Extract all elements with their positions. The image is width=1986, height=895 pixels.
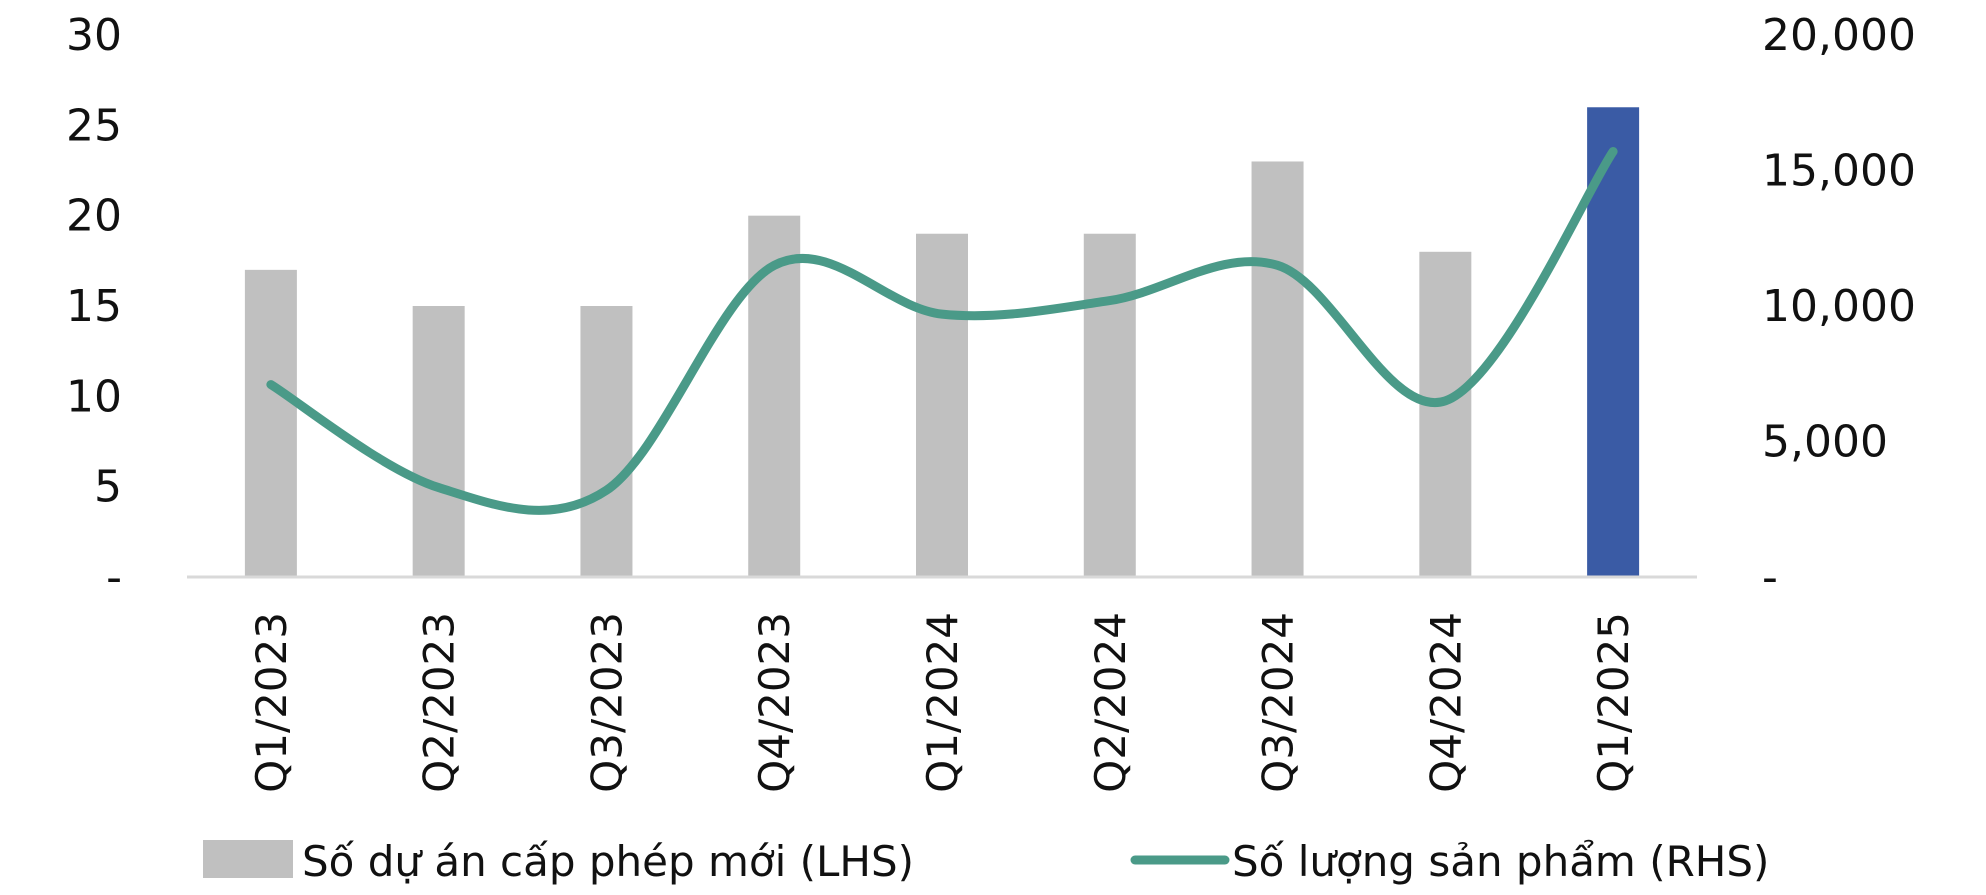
left-tick-label: 30 bbox=[66, 10, 122, 61]
bar-Q4/2024 bbox=[1419, 251, 1472, 578]
category-label: Q2/2023 bbox=[415, 612, 464, 793]
category-label: Q4/2024 bbox=[1421, 612, 1470, 793]
left-tick-label: 20 bbox=[66, 191, 122, 242]
left-tick-label: - bbox=[106, 552, 122, 603]
legend: Số dự án cấp phép mới (LHS) Số lượng sản… bbox=[203, 837, 1769, 886]
legend-swatch-bar bbox=[203, 840, 293, 878]
category-label: Q1/2023 bbox=[247, 612, 296, 793]
line-series bbox=[266, 147, 1618, 515]
left-tick-label: 25 bbox=[66, 100, 122, 151]
bar-Q1/2024 bbox=[916, 233, 968, 577]
left-axis: - 5 10 15 20 25 30 bbox=[66, 10, 122, 603]
category-labels: Q1/2023 Q2/2023 Q3/2023 Q4/2023 Q1/2024 Q2/20… bbox=[247, 612, 1638, 793]
right-tick-label: 20,000 bbox=[1762, 10, 1916, 61]
right-tick-label: 15,000 bbox=[1762, 146, 1916, 197]
bar-Q3/2024 bbox=[1251, 161, 1304, 577]
bar-Q2/2024 bbox=[1083, 233, 1136, 577]
bar-Q2/2023 bbox=[412, 306, 465, 577]
category-label: Q1/2024 bbox=[918, 612, 967, 793]
right-tick-label: - bbox=[1762, 552, 1778, 603]
right-tick-label: 5,000 bbox=[1762, 417, 1888, 468]
bar-Q1/2023 bbox=[244, 269, 297, 577]
bar-Q3/2023 bbox=[580, 306, 633, 577]
legend-label-bar: Số dự án cấp phép mới (LHS) bbox=[302, 837, 914, 886]
category-label: Q4/2023 bbox=[750, 612, 799, 793]
left-tick-label: 5 bbox=[94, 462, 122, 513]
bar-series bbox=[244, 107, 1640, 578]
right-tick-label: 10,000 bbox=[1762, 281, 1916, 332]
category-label: Q1/2025 bbox=[1589, 612, 1638, 793]
legend-label-line: Số lượng sản phẩm (RHS) bbox=[1232, 837, 1769, 886]
right-axis: - 5,000 10,000 15,000 20,000 bbox=[1762, 10, 1916, 603]
category-label: Q2/2024 bbox=[1086, 612, 1135, 793]
category-label: Q3/2024 bbox=[1254, 612, 1303, 793]
left-tick-label: 15 bbox=[66, 281, 122, 332]
left-tick-label: 10 bbox=[66, 371, 122, 422]
category-label: Q3/2023 bbox=[582, 612, 631, 793]
